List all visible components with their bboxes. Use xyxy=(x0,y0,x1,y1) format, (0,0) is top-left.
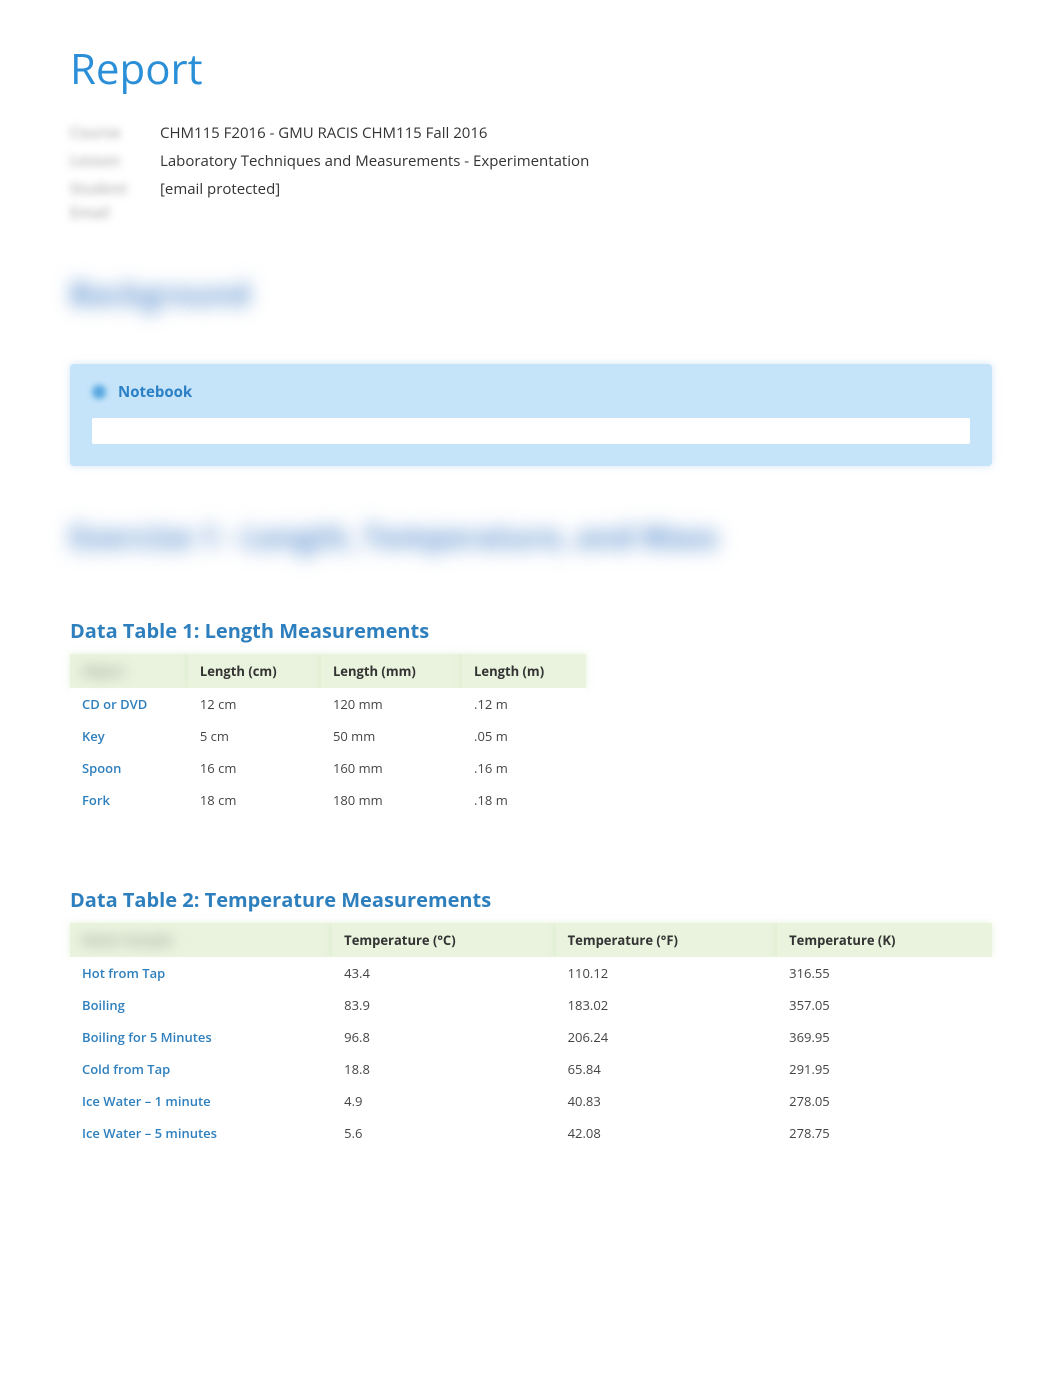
table-row: CD or DVD 12 cm 120 mm .12 m xyxy=(70,688,586,720)
row-label: Hot from Tap xyxy=(70,957,332,989)
cell: 5.6 xyxy=(332,1117,555,1149)
cell: 42.08 xyxy=(556,1117,778,1149)
cell: 357.05 xyxy=(777,989,992,1021)
background-heading: Background xyxy=(70,273,992,314)
meta-row: Student Email [email protected] xyxy=(70,177,992,225)
table-row: Spoon 16 cm 160 mm .16 m xyxy=(70,752,586,784)
cell: 110.12 xyxy=(556,957,778,989)
meta-row: Lesson Laboratory Techniques and Measure… xyxy=(70,149,992,173)
meta-block: Course CHM115 F2016 - GMU RACIS CHM115 F… xyxy=(70,121,992,225)
row-label: Boiling xyxy=(70,989,332,1021)
cell: 65.84 xyxy=(556,1053,778,1085)
table-row: Key 5 cm 50 mm .05 m xyxy=(70,720,586,752)
cell: 40.83 xyxy=(556,1085,778,1117)
cell: .05 m xyxy=(462,720,586,752)
cell: .18 m xyxy=(462,784,586,816)
table-row: Fork 18 cm 180 mm .18 m xyxy=(70,784,586,816)
notebook-input[interactable] xyxy=(92,418,970,444)
table2-title: Data Table 2: Temperature Measurements xyxy=(70,886,992,913)
cell: 12 cm xyxy=(188,688,321,720)
cell: 291.95 xyxy=(777,1053,992,1085)
table-header-row: Water Sample Temperature (°C) Temperatur… xyxy=(70,923,992,957)
cell: 18.8 xyxy=(332,1053,555,1085)
meta-label-blur: Course xyxy=(70,121,160,145)
cell: 120 mm xyxy=(321,688,462,720)
row-label: Ice Water – 1 minute xyxy=(70,1085,332,1117)
cell: 18 cm xyxy=(188,784,321,816)
notebook-header: Notebook xyxy=(92,382,970,402)
notebook-icon xyxy=(92,385,106,399)
notebook-title: Notebook xyxy=(118,382,192,402)
table-header: Temperature (°C) xyxy=(332,923,555,957)
meta-label-blur: Student Email xyxy=(70,177,160,225)
table-header: Length (m) xyxy=(462,654,586,688)
cell: 180 mm xyxy=(321,784,462,816)
table1-title: Data Table 1: Length Measurements xyxy=(70,617,992,644)
row-label: Boiling for 5 Minutes xyxy=(70,1021,332,1053)
table-row: Cold from Tap 18.8 65.84 291.95 xyxy=(70,1053,992,1085)
row-label: Spoon xyxy=(70,752,188,784)
row-label: Fork xyxy=(70,784,188,816)
row-label: Ice Water – 5 minutes xyxy=(70,1117,332,1149)
meta-row: Course CHM115 F2016 - GMU RACIS CHM115 F… xyxy=(70,121,992,145)
table-header-blur: Object xyxy=(70,654,188,688)
table-header: Temperature (°F) xyxy=(556,923,778,957)
table-header: Temperature (K) xyxy=(777,923,992,957)
cell: 5 cm xyxy=(188,720,321,752)
cell: 96.8 xyxy=(332,1021,555,1053)
table-row: Hot from Tap 43.4 110.12 316.55 xyxy=(70,957,992,989)
row-label: Key xyxy=(70,720,188,752)
table-row: Boiling for 5 Minutes 96.8 206.24 369.95 xyxy=(70,1021,992,1053)
table-header: Length (mm) xyxy=(321,654,462,688)
cell: 43.4 xyxy=(332,957,555,989)
table-row: Ice Water – 1 minute 4.9 40.83 278.05 xyxy=(70,1085,992,1117)
meta-value-lesson: Laboratory Techniques and Measurements -… xyxy=(160,149,589,173)
table-row: Boiling 83.9 183.02 357.05 xyxy=(70,989,992,1021)
page-title: Report xyxy=(70,40,992,97)
cell: 160 mm xyxy=(321,752,462,784)
meta-label-blur: Lesson xyxy=(70,149,160,173)
table-header-row: Object Length (cm) Length (mm) Length (m… xyxy=(70,654,586,688)
cell: 369.95 xyxy=(777,1021,992,1053)
cell: 278.05 xyxy=(777,1085,992,1117)
cell: 50 mm xyxy=(321,720,462,752)
cell: 316.55 xyxy=(777,957,992,989)
cell: 16 cm xyxy=(188,752,321,784)
cell: 83.9 xyxy=(332,989,555,1021)
cell: .12 m xyxy=(462,688,586,720)
table-header-blur: Water Sample xyxy=(70,923,332,957)
table-row: Ice Water – 5 minutes 5.6 42.08 278.75 xyxy=(70,1117,992,1149)
meta-value-course: CHM115 F2016 - GMU RACIS CHM115 Fall 201… xyxy=(160,121,488,145)
table2: Water Sample Temperature (°C) Temperatur… xyxy=(70,923,992,1149)
table-header: Length (cm) xyxy=(188,654,321,688)
table1: Object Length (cm) Length (mm) Length (m… xyxy=(70,654,586,816)
meta-value-email: [email protected] xyxy=(160,177,280,225)
notebook-box: Notebook xyxy=(70,364,992,466)
row-label: CD or DVD xyxy=(70,688,188,720)
cell: 183.02 xyxy=(556,989,778,1021)
cell: 206.24 xyxy=(556,1021,778,1053)
exercise-heading: Exercise 1 - Length, Temperature, and Ma… xyxy=(70,516,992,557)
cell: 278.75 xyxy=(777,1117,992,1149)
cell: 4.9 xyxy=(332,1085,555,1117)
row-label: Cold from Tap xyxy=(70,1053,332,1085)
cell: .16 m xyxy=(462,752,586,784)
